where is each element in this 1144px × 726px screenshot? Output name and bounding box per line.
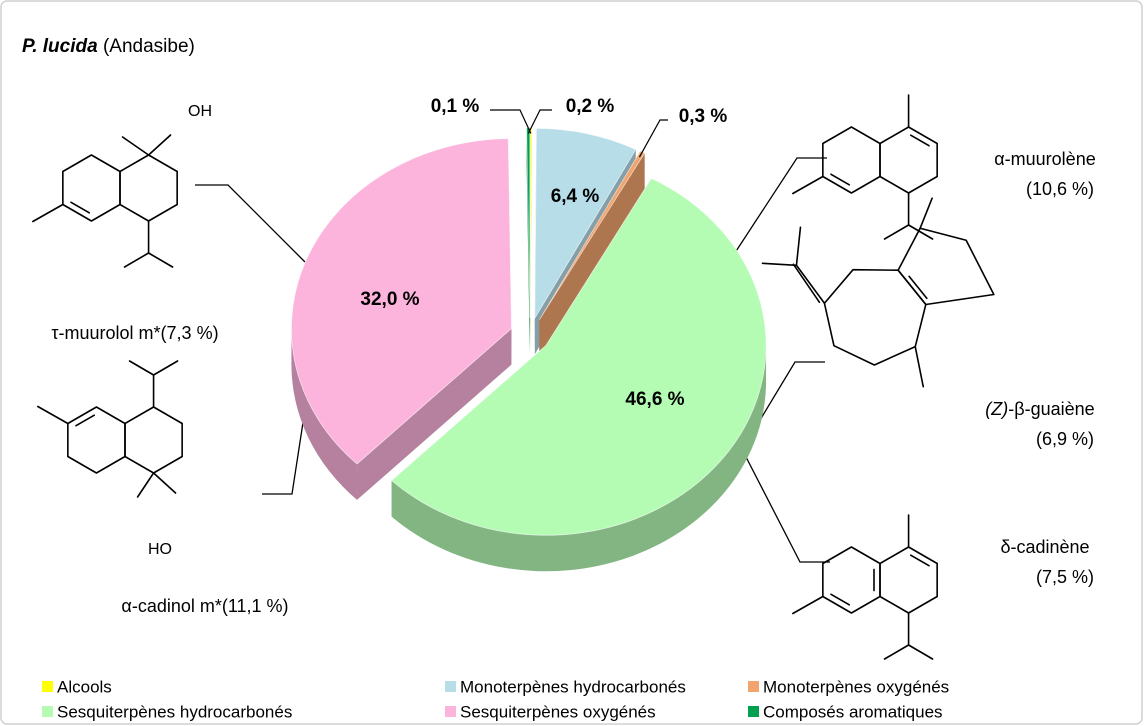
slice-wall	[539, 152, 645, 356]
bond	[830, 593, 851, 606]
legend-label: Alcools	[57, 677, 112, 696]
bond	[147, 134, 172, 156]
labels: OH HO τ-muurolol m*(7,3 %) α-cadinol m*(11,…	[51, 96, 1095, 616]
value-label: 0,3 %	[679, 106, 728, 127]
leader-line	[527, 109, 552, 134]
bond	[883, 644, 910, 660]
bond	[883, 224, 910, 240]
bond	[32, 203, 64, 223]
bond	[792, 263, 821, 304]
legend-label: Monoterpènes oxygénés	[763, 677, 949, 696]
legend-label: Monoterpènes hydrocarbonés	[460, 677, 686, 696]
annotation-text: α-cadinol m*(11,1 %)	[121, 596, 288, 616]
bond	[919, 197, 933, 230]
connector	[262, 389, 309, 495]
annotation: (Z)-β-guaiène	[985, 399, 1094, 419]
bond	[75, 414, 96, 427]
bond	[792, 175, 824, 195]
leader-line	[638, 119, 668, 158]
legend-label: Sesquiterpènes oxygénés	[460, 702, 656, 721]
value-label: 0,2 %	[566, 96, 615, 117]
pie	[291, 127, 767, 572]
slice	[391, 177, 767, 536]
connector	[726, 157, 827, 266]
bond	[909, 134, 930, 147]
leader-line	[490, 109, 532, 134]
annotation-value: (10,6 %)	[1026, 179, 1094, 199]
bond	[121, 136, 150, 156]
bond	[830, 173, 851, 186]
slice	[534, 127, 637, 320]
annotation-prefix: (Z)	[985, 399, 1008, 419]
bond	[908, 275, 928, 300]
bond	[907, 644, 934, 660]
atom-label: OH	[188, 103, 212, 120]
bond	[70, 201, 91, 214]
bond	[907, 224, 934, 240]
annotation: δ-cadinène	[1000, 537, 1089, 557]
bond	[37, 405, 69, 425]
atom-label: HO	[148, 541, 172, 558]
slice-tops	[291, 127, 767, 536]
bond	[795, 264, 826, 305]
annotation: τ-muurolol m*(7,3 %)	[51, 323, 218, 343]
annotation-text: -β-guaiène	[1008, 399, 1094, 419]
legend-swatch	[42, 706, 53, 717]
value-label: 46,6 %	[625, 389, 684, 410]
annotation: α-cadinol m*(11,1 %)	[121, 596, 288, 616]
bond	[914, 345, 925, 388]
legend-label: Composés aromatiques	[763, 702, 943, 721]
annotation-value: (6,9 %)	[1036, 429, 1094, 449]
bond	[147, 252, 174, 268]
subtitle: (Andasibe)	[103, 36, 195, 57]
slice	[291, 138, 512, 465]
value-label: 32,0 %	[360, 289, 419, 310]
value-label: 0,1 %	[431, 96, 480, 117]
bond	[136, 472, 155, 498]
legend-swatch	[445, 706, 456, 717]
bond	[795, 226, 802, 267]
annotation-value: (7,5 %)	[1036, 567, 1094, 587]
legend-swatch	[748, 681, 759, 692]
bond	[152, 360, 179, 376]
bond	[152, 472, 177, 494]
bond	[128, 360, 155, 376]
connector	[195, 184, 306, 263]
molecules	[32, 94, 995, 660]
bond	[909, 554, 930, 567]
bond	[123, 252, 150, 268]
legend: Alcools Monoterpènes hydrocarbonés Monoter…	[42, 677, 949, 721]
annotation-text: τ-muurolol m*(7,3 %)	[51, 323, 218, 343]
legend-swatch	[445, 681, 456, 692]
legend-label: Sesquiterpènes hydrocarbonés	[57, 702, 292, 721]
title: P. lucida	[22, 36, 98, 57]
connector	[744, 454, 830, 563]
slice-side	[391, 345, 767, 572]
legend-swatch	[748, 706, 759, 717]
slice-wall	[357, 328, 512, 500]
chart-title: P. lucida (Andasibe)	[22, 36, 195, 57]
ring	[897, 227, 995, 306]
legend-swatch	[42, 681, 53, 692]
bond	[761, 262, 798, 267]
bond	[792, 595, 824, 615]
annotation-text: α-muurolène	[994, 149, 1095, 169]
annotation: α-muurolène	[994, 149, 1095, 169]
slice-side	[291, 328, 358, 500]
value-label: 6,4 %	[551, 186, 600, 207]
annotation-text: δ-cadinène	[1000, 537, 1089, 557]
